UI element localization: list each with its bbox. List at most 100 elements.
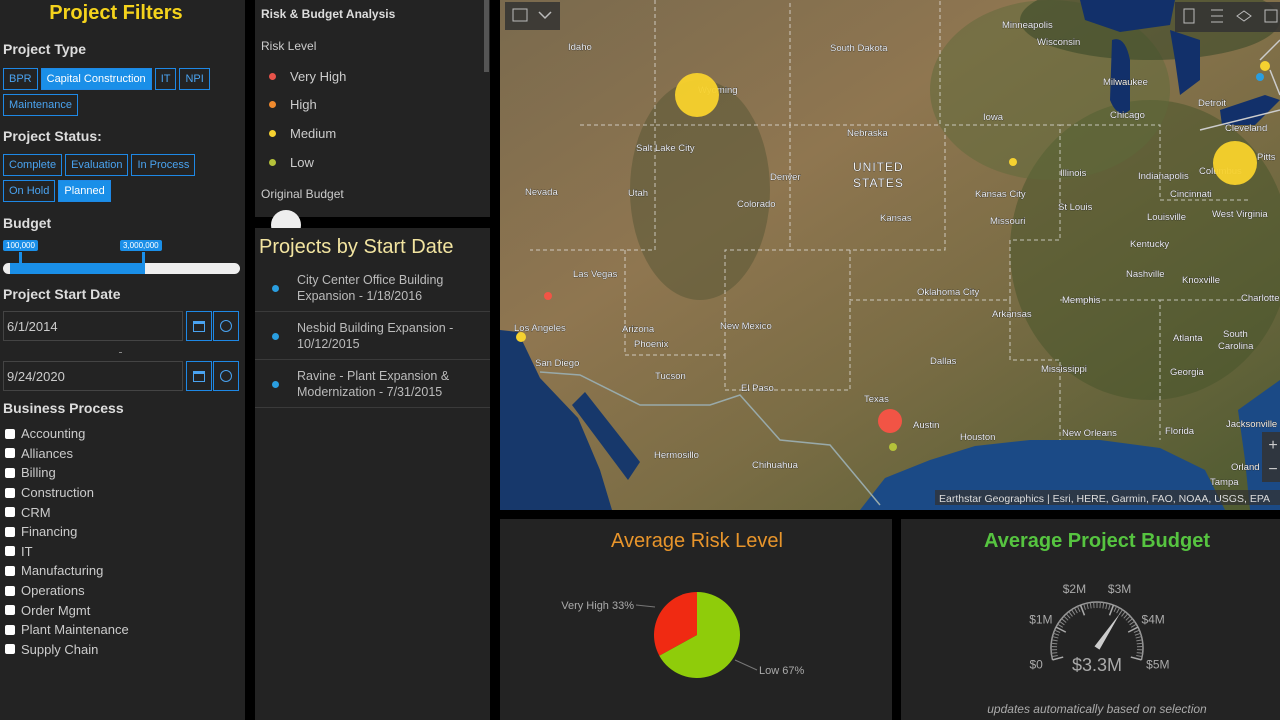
- project-marker[interactable]: [544, 292, 552, 300]
- gauge-minor-tick: [1108, 603, 1111, 610]
- map-label: Denver: [770, 172, 801, 183]
- map-label: Orland: [1231, 462, 1260, 473]
- map-label: Salt Lake City: [636, 143, 695, 154]
- filter-button[interactable]: On Hold: [3, 180, 56, 202]
- date-input[interactable]: 9/24/2020: [3, 361, 183, 391]
- time-button[interactable]: [213, 311, 239, 341]
- project-item[interactable]: City Center Office Building Expansion - …: [255, 264, 490, 312]
- checkbox-list: Accounting Alliances Billing Construction CR…: [5, 424, 129, 659]
- checkbox[interactable]: [5, 487, 15, 498]
- map-label: UNITED: [853, 160, 904, 174]
- filter-button[interactable]: Maintenance: [3, 94, 78, 116]
- time-button[interactable]: [213, 361, 239, 391]
- filter-button[interactable]: Planned: [58, 180, 111, 202]
- pie-slice[interactable]: [654, 592, 697, 656]
- gauge-minor-tick: [1076, 606, 1081, 613]
- date-input[interactable]: 6/1/2014: [3, 311, 183, 341]
- button-group: BPR Capital Construction IT NPI Maintenance: [3, 68, 241, 116]
- checkbox[interactable]: [5, 526, 15, 537]
- checkbox[interactable]: [5, 546, 15, 557]
- checkbox[interactable]: [5, 644, 15, 655]
- basemap-button[interactable]: [1264, 9, 1278, 23]
- checkbox-item[interactable]: Operations: [5, 581, 129, 601]
- pie-slice[interactable]: [659, 592, 740, 678]
- checkbox[interactable]: [5, 507, 15, 518]
- checkbox-label: Construction: [21, 485, 94, 501]
- project-marker[interactable]: [516, 332, 526, 342]
- checkbox[interactable]: [5, 624, 15, 635]
- map-label: Louisville: [1147, 212, 1186, 223]
- section-label: Project Type: [3, 41, 86, 57]
- filter-button[interactable]: Capital Construction: [40, 68, 152, 90]
- legend-button[interactable]: [1211, 9, 1223, 23]
- filter-button[interactable]: BPR: [3, 68, 38, 90]
- checkbox-item[interactable]: Financing: [5, 522, 129, 542]
- gauge-tick: [1055, 626, 1067, 633]
- map-label: Kansas City: [975, 189, 1026, 200]
- gauge-minor-tick: [1071, 609, 1076, 615]
- checkbox-item[interactable]: CRM: [5, 502, 129, 522]
- checkbox-item[interactable]: Accounting: [5, 424, 129, 444]
- checkbox-item[interactable]: IT: [5, 542, 129, 562]
- checkbox[interactable]: [5, 585, 15, 596]
- project-marker[interactable]: [1260, 61, 1270, 71]
- gauge-minor-tick: [1121, 611, 1126, 617]
- filter-button[interactable]: Evaluation: [65, 154, 129, 176]
- zoom-in[interactable]: +: [1268, 437, 1277, 454]
- slider-handle[interactable]: [142, 252, 145, 274]
- checkbox-item[interactable]: Alliances: [5, 444, 129, 464]
- project-item[interactable]: Ravine - Plant Expansion & Modernization…: [255, 360, 490, 408]
- checkbox[interactable]: [5, 448, 15, 459]
- slider-handle[interactable]: [19, 252, 22, 274]
- map-label: Utah: [628, 188, 648, 199]
- filter-button[interactable]: NPI: [179, 68, 210, 90]
- checkbox-item[interactable]: Plant Maintenance: [5, 620, 129, 640]
- project-marker[interactable]: [1256, 73, 1264, 81]
- project-marker[interactable]: [889, 443, 897, 451]
- checkbox[interactable]: [5, 428, 15, 439]
- bookmarks-button[interactable]: [1183, 8, 1195, 24]
- filter-button[interactable]: In Process: [131, 154, 196, 176]
- checkbox-item[interactable]: Supply Chain: [5, 640, 129, 660]
- checkbox-item[interactable]: Billing: [5, 463, 129, 483]
- filter-button[interactable]: Complete: [3, 154, 63, 176]
- checkbox[interactable]: [5, 467, 15, 478]
- filter-button[interactable]: IT: [154, 68, 177, 90]
- checkbox-item[interactable]: Manufacturing: [5, 561, 129, 581]
- attribution: Earthstar Geographics | Esri, HERE, Garm…: [939, 493, 1270, 505]
- zoom-out[interactable]: −: [1268, 461, 1277, 478]
- map-label: Iowa: [983, 112, 1004, 123]
- gauge-minor-tick: [1061, 618, 1067, 623]
- project-marker[interactable]: [1213, 141, 1257, 185]
- calendar-button[interactable]: [186, 361, 212, 391]
- scrollbar[interactable]: [484, 0, 489, 72]
- gauge-minor-tick: [1083, 603, 1086, 610]
- project-marker[interactable]: [675, 73, 719, 117]
- map-tool-button[interactable]: [538, 11, 552, 20]
- project-item[interactable]: Nesbid Building Expansion - 10/12/2015: [255, 312, 490, 360]
- map-tool-button[interactable]: [512, 8, 528, 22]
- checkbox[interactable]: [5, 605, 15, 616]
- map-label: Texas: [864, 394, 889, 405]
- gauge-minor-tick: [1065, 613, 1071, 619]
- project-marker[interactable]: [878, 409, 902, 433]
- checkbox[interactable]: [5, 565, 15, 576]
- legend-title: Original Budget: [261, 187, 344, 201]
- gauge-minor-tick: [1102, 602, 1105, 609]
- checkbox-item[interactable]: Construction: [5, 483, 129, 503]
- project-marker[interactable]: [1009, 158, 1017, 166]
- gauge-minor-tick: [1134, 632, 1141, 636]
- calendar-button[interactable]: [186, 311, 212, 341]
- map-label: Nevada: [525, 187, 558, 198]
- map-label: Kansas: [880, 213, 912, 224]
- legend-label: Very High: [290, 68, 347, 84]
- section-label: Project Status:: [3, 128, 102, 144]
- checkbox-label: Plant Maintenance: [21, 622, 129, 638]
- gauge-tick-label: $4M: [1141, 612, 1164, 626]
- checkbox-item[interactable]: Order Mgmt: [5, 600, 129, 620]
- legend-item: Very High: [269, 62, 346, 91]
- layers-button[interactable]: [1236, 10, 1252, 22]
- gauge-minor-tick: [1136, 639, 1143, 642]
